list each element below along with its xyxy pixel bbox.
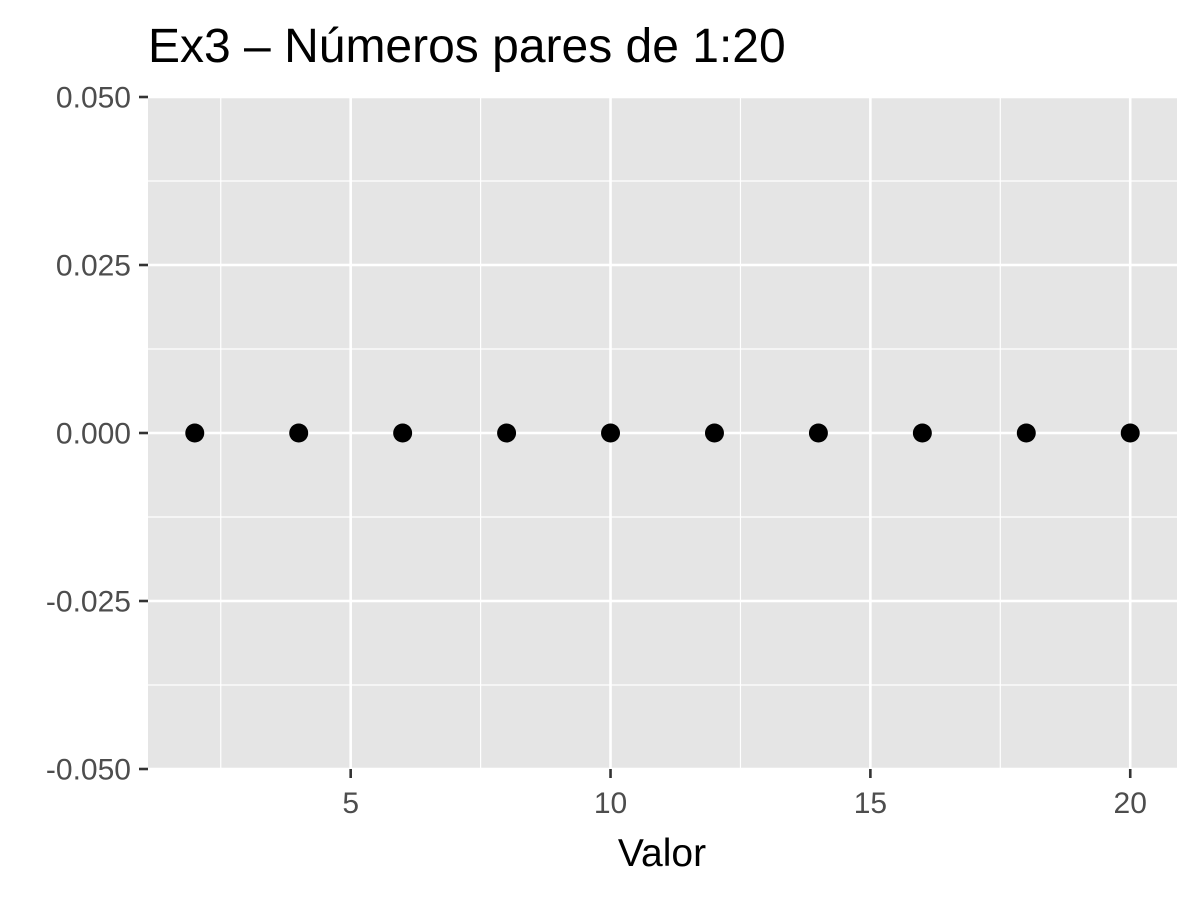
data-points — [185, 423, 1140, 443]
data-point — [601, 423, 621, 443]
data-point — [393, 423, 413, 443]
x-axis-title: Valor — [618, 832, 706, 875]
data-point — [704, 423, 724, 443]
data-point — [289, 423, 309, 443]
chart-title: Ex3 – Números pares de 1:20 — [148, 20, 786, 73]
data-point — [808, 423, 828, 443]
x-tick-label: 20 — [1114, 787, 1147, 820]
data-point — [912, 423, 932, 443]
data-point — [1120, 423, 1140, 443]
y-tick-label: -0.025 — [46, 586, 131, 619]
x-tick-label: 15 — [854, 787, 887, 820]
x-tick-label: 5 — [342, 787, 359, 820]
y-tick-label: -0.050 — [46, 754, 131, 787]
x-tick-label: 10 — [594, 787, 627, 820]
y-tick-label: 0.000 — [56, 418, 131, 451]
y-tick-label: 0.025 — [56, 250, 131, 283]
axes: -0.050 -0.025 0.000 0.025 0.050 5 10 15 20 — [46, 82, 1147, 821]
y-tick-label: 0.050 — [56, 82, 131, 115]
data-point — [497, 423, 517, 443]
data-point — [185, 423, 205, 443]
data-point — [1016, 423, 1036, 443]
